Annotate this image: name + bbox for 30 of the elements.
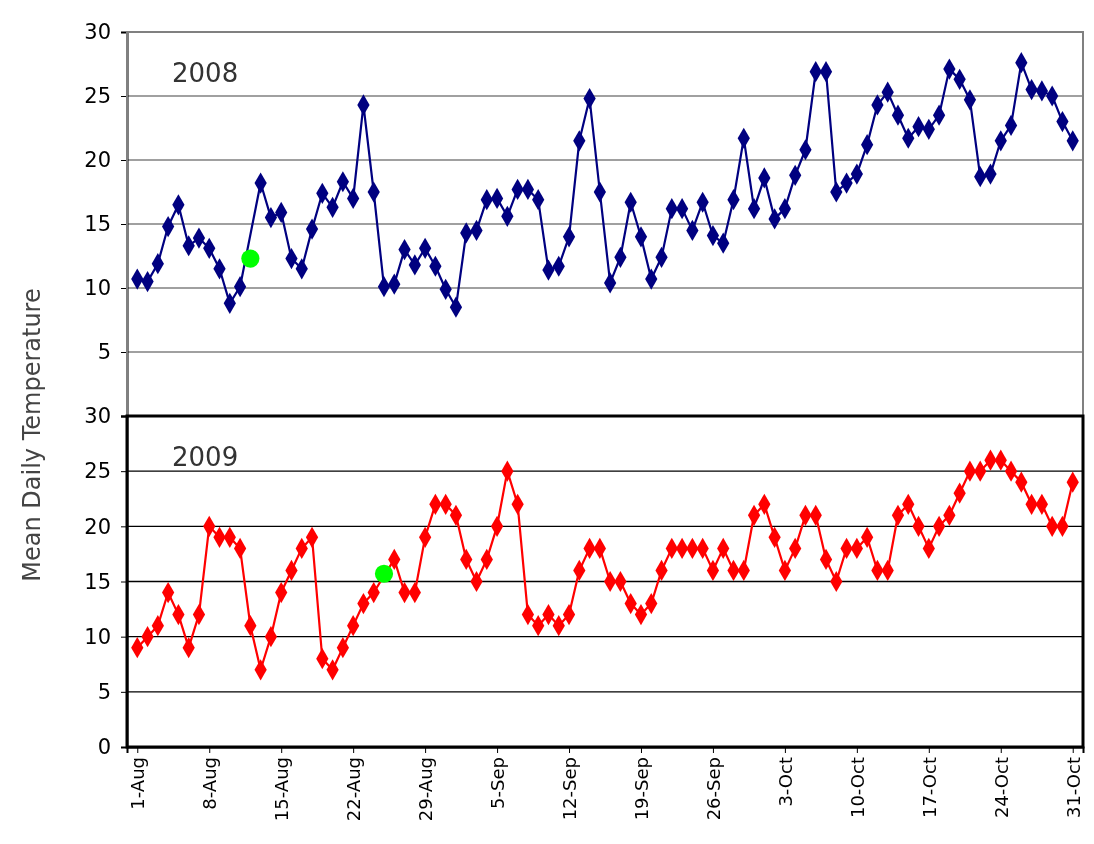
y-axis-title: Mean Daily Temperature <box>18 288 46 582</box>
x-tick-label: 10-Oct <box>846 757 868 819</box>
x-tick-label: 8-Aug <box>199 757 221 810</box>
x-tick-label: 1-Aug <box>127 757 149 810</box>
y-tick-label: 15 <box>84 569 111 594</box>
x-tick-label: 31-Oct <box>1062 757 1084 819</box>
y-tick-label: 10 <box>84 624 111 649</box>
x-tick-label: 3-Oct <box>774 757 796 807</box>
x-tick-label: 29-Aug <box>414 757 436 822</box>
x-tick-label: 24-Oct <box>990 757 1012 819</box>
annotation: 2009 <box>172 442 239 472</box>
y-tick-label: 25 <box>84 459 111 484</box>
y-tick-label: 10 <box>84 276 111 301</box>
x-tick-label: 19-Sep <box>630 757 652 821</box>
y-tick-label: 30 <box>84 20 111 45</box>
x-tick-label: 12-Sep <box>558 757 580 821</box>
y-tick-label: 0 <box>97 735 111 760</box>
y-tick-label: 15 <box>84 212 111 237</box>
y-tick-label: 25 <box>84 84 111 109</box>
x-tick-label: 5-Sep <box>486 757 508 809</box>
x-tick-label: 22-Aug <box>342 757 364 822</box>
x-tick-label: 15-Aug <box>270 757 292 822</box>
y-tick-label: 30 <box>84 404 111 429</box>
y-tick-label: 5 <box>97 680 111 705</box>
x-tick-label: 17-Oct <box>918 757 940 819</box>
annotation: 2008 <box>172 58 239 88</box>
x-tick-label: 26-Sep <box>702 757 724 821</box>
y-tick-label: 20 <box>84 148 111 173</box>
y-tick-label: 20 <box>84 514 111 539</box>
y-tick-label: 5 <box>97 340 111 365</box>
